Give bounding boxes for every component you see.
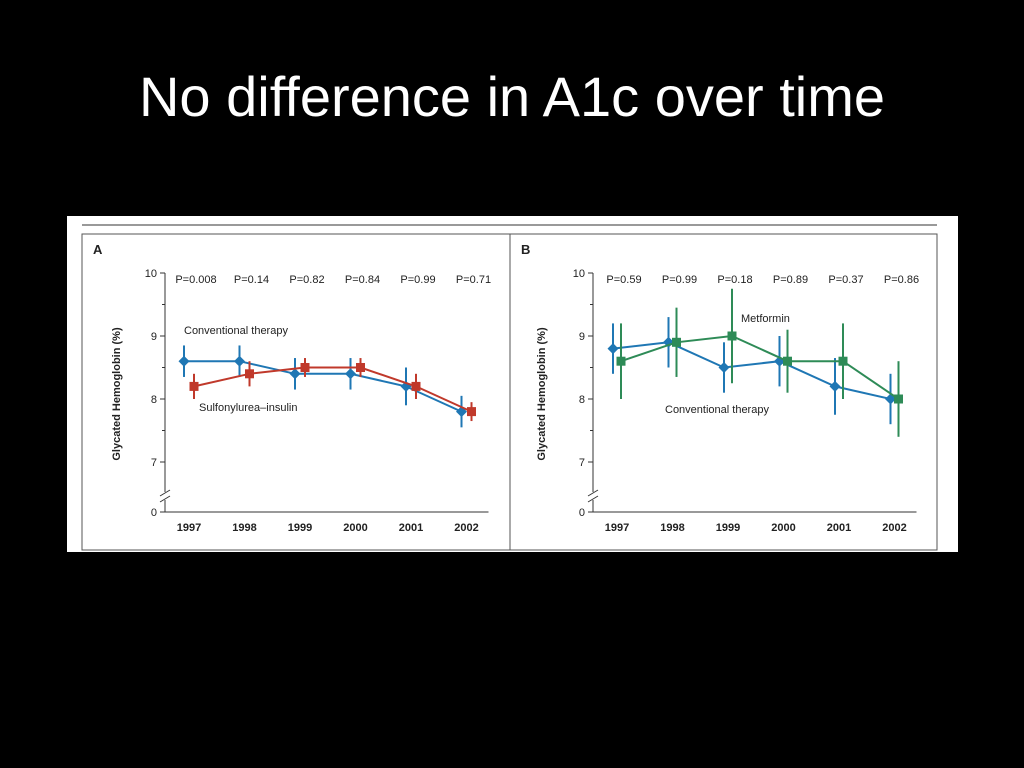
p-value-label-a: P=0.84 bbox=[345, 274, 380, 286]
x-tick-label-b: 2001 bbox=[827, 522, 851, 534]
data-point-sulfonylurea-insulin-a bbox=[300, 363, 310, 372]
p-value-label-a: P=0.14 bbox=[234, 274, 269, 286]
axis-break-mark-b bbox=[587, 489, 599, 497]
x-tick-label-b: 2002 bbox=[882, 522, 906, 534]
series-label-conventional-a: Conventional therapy bbox=[184, 325, 288, 337]
data-point-conventional-therapy-a bbox=[345, 368, 356, 380]
y-tick-label-a: 10 bbox=[145, 268, 157, 280]
p-value-label-a: P=0.008 bbox=[175, 274, 216, 286]
x-tick-label-a: 1998 bbox=[232, 522, 256, 534]
data-point-metformin-b bbox=[672, 337, 681, 347]
y-tick-label-b: 10 bbox=[573, 268, 585, 280]
data-point-sulfonylurea-insulin-a bbox=[245, 369, 254, 379]
p-value-label-b: P=0.99 bbox=[662, 274, 697, 286]
data-point-metformin-b bbox=[894, 394, 903, 404]
data-point-metformin-b bbox=[727, 331, 737, 341]
data-point-sulfonylurea-insulin-a bbox=[467, 407, 476, 417]
slide-title: No difference in A1c over time bbox=[138, 65, 886, 128]
chart-panel-b: B Glycated Hemoglobin (%) Metformin Conv… bbox=[521, 242, 919, 534]
data-point-conventional-therapy-a bbox=[178, 355, 190, 367]
chart-panel-a: A Glycated Hemoglobin (%) Conventional t… bbox=[93, 242, 491, 534]
x-tick-label-a: 2001 bbox=[399, 522, 423, 534]
panel-letter-b: B bbox=[521, 242, 530, 257]
y-axis-label-b: Glycated Hemoglobin (%) bbox=[536, 327, 548, 461]
series-label-metformin-b: Metformin bbox=[741, 313, 790, 325]
y-tick-label-b: 8 bbox=[579, 394, 585, 406]
x-tick-label-b: 1997 bbox=[605, 522, 629, 534]
p-value-label-a: P=0.82 bbox=[289, 274, 324, 286]
x-tick-label-a: 1997 bbox=[177, 522, 201, 534]
y-tick-label-b: 7 bbox=[579, 457, 585, 469]
data-point-conventional-therapy-b bbox=[718, 362, 730, 373]
panel-letter-a: A bbox=[93, 242, 103, 257]
series-line-conventional-therapy-b bbox=[612, 341, 891, 400]
axis-break-mark-a bbox=[159, 489, 171, 497]
data-point-sulfonylurea-insulin-a bbox=[189, 381, 199, 391]
series-label-conventional-b: Conventional therapy bbox=[665, 404, 769, 416]
p-value-label-a: P=0.71 bbox=[456, 274, 491, 286]
x-tick-label-b: 1998 bbox=[660, 522, 684, 534]
series-line-sulfonylurea-insulin-a bbox=[193, 366, 472, 413]
figure-panel: A Glycated Hemoglobin (%) Conventional t… bbox=[67, 216, 958, 552]
data-point-metformin-b bbox=[838, 356, 848, 366]
y-tick-label-b: 9 bbox=[579, 331, 585, 343]
y-tick-label-b: 0 bbox=[579, 507, 585, 519]
data-point-sulfonylurea-insulin-a bbox=[356, 363, 365, 372]
y-tick-label-a: 9 bbox=[151, 331, 157, 343]
x-tick-label-a: 2002 bbox=[454, 522, 478, 534]
data-point-metformin-b bbox=[783, 356, 792, 366]
series-line-metformin-b bbox=[620, 334, 900, 400]
y-tick-label-a: 7 bbox=[151, 457, 157, 469]
data-point-conventional-therapy-b bbox=[829, 380, 841, 392]
p-value-label-b: P=0.59 bbox=[606, 274, 641, 286]
p-value-label-b: P=0.18 bbox=[717, 274, 752, 286]
axis-break-mark-a bbox=[159, 495, 171, 503]
x-tick-label-a: 1999 bbox=[288, 522, 312, 534]
data-point-metformin-b bbox=[616, 356, 626, 366]
p-value-label-b: P=0.89 bbox=[773, 274, 808, 286]
chart-figure: A Glycated Hemoglobin (%) Conventional t… bbox=[81, 224, 938, 551]
x-tick-label-b: 1999 bbox=[716, 522, 740, 534]
p-value-label-b: P=0.37 bbox=[828, 274, 863, 286]
data-point-conventional-therapy-a bbox=[289, 368, 301, 380]
x-tick-label-a: 2000 bbox=[343, 522, 367, 534]
data-point-conventional-therapy-a bbox=[234, 355, 245, 367]
axis-break-mark-b bbox=[587, 495, 599, 503]
data-point-sulfonylurea-insulin-a bbox=[411, 381, 421, 391]
y-tick-label-a: 8 bbox=[151, 394, 157, 406]
series-label-sulfonylurea-a: Sulfonylurea–insulin bbox=[199, 402, 297, 414]
p-value-label-a: P=0.99 bbox=[400, 274, 435, 286]
data-point-conventional-therapy-b bbox=[607, 343, 619, 355]
x-tick-label-b: 2000 bbox=[771, 522, 795, 534]
y-axis-label-a: Glycated Hemoglobin (%) bbox=[111, 327, 123, 461]
p-value-label-b: P=0.86 bbox=[884, 274, 919, 286]
y-tick-label-a: 0 bbox=[151, 507, 157, 519]
